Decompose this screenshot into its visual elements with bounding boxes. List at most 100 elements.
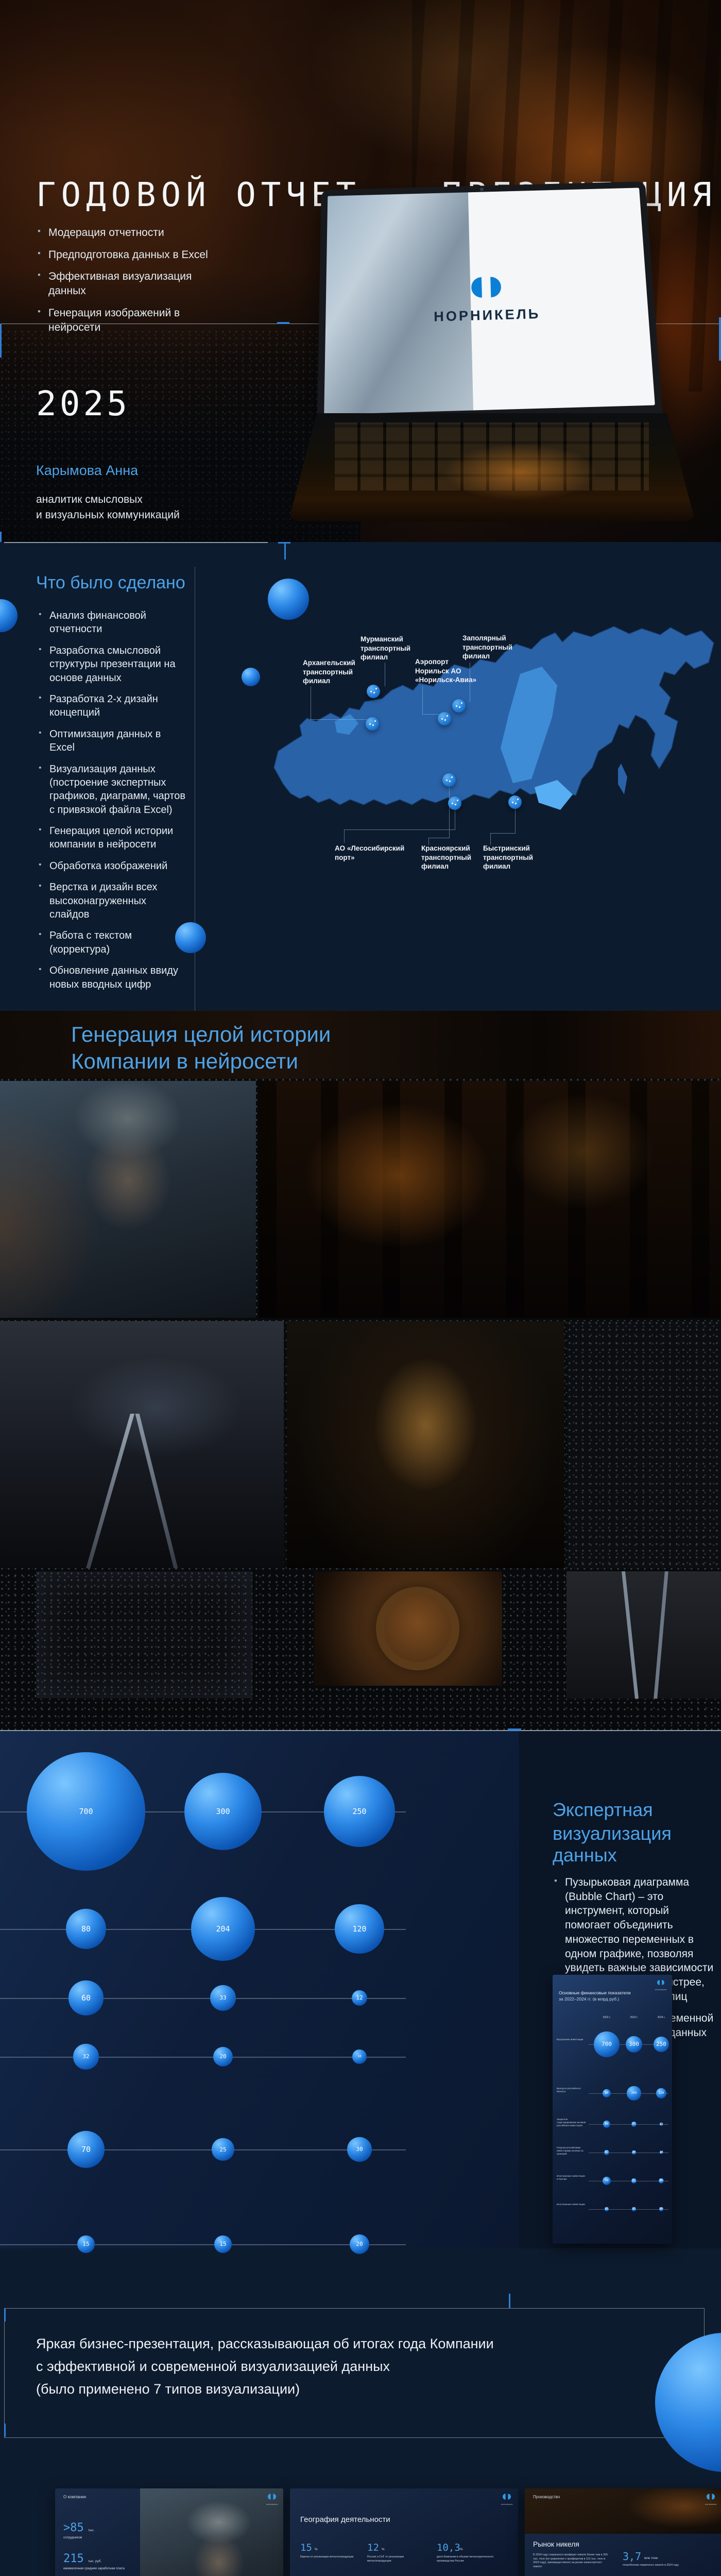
nornickel-logo-icon [471,276,502,298]
bubble: 60 [68,1980,104,2015]
pin-dots [452,803,453,804]
done-bullet: Визуализация данных (построение экспертн… [37,762,187,817]
slide-about-stat1-value: >85 [63,2521,84,2534]
mini-slide-mockup: НОРНИКЕЛЬ Основные финансовые показатели… [553,1975,672,2244]
nornickel-logo-icon [503,2494,511,2500]
slide-geo-stat3-value: 10,3 [437,2542,460,2553]
bubble-value: 700 [602,2041,612,2048]
mini-slide-title-2: за 2022–2024 гг. (в млрд руб.) [559,1996,620,2002]
quote-box-corner-tl-v [4,2308,6,2321]
quote-box-corner-bl-v [4,2424,6,2437]
bubble-value: 70 [81,2144,91,2154]
bubble-value: 120 [658,2091,664,2095]
bubble-value: 33 [219,1994,227,2002]
bubble: 20 [213,2046,233,2067]
rail-line-right [135,1414,178,1568]
quote-line-1: Яркая бизнес-презентация, рассказывающая… [36,2336,494,2351]
slide-geo-stat2-unit: % [382,2548,385,2551]
done-heading: Что было сделано [36,573,185,592]
valve-ring [376,1587,459,1670]
map-connector [422,686,423,714]
pin-dots [446,779,448,781]
bubble: 20 [349,2234,370,2255]
hero-bullet: Генерация изображений в нейросети [36,306,211,334]
bubble: 20 [659,2207,664,2212]
bubble: 25 [212,2138,234,2161]
bubble: 12 [351,1990,368,2006]
hero-bullet: Эффективная визуализация данных [36,269,211,298]
slide-about: О компании НОРНИКЕЛЬ >85 тыс. сотруднико… [55,2488,283,2576]
slide-geo-stat2-label: Россия и СНГ от реализации металлопродук… [367,2555,404,2563]
done-bullet: Анализ финансовой отчетности [37,609,187,636]
map-connector [422,714,442,715]
nornickel-logo-icon [707,2494,715,2500]
bubble: 32 [604,2149,610,2156]
bubble-value: 33 [632,2122,636,2126]
done-bullet: Работа с текстом (корректура) [37,929,187,956]
slide-geo-stat1-unit: % [315,2548,318,2551]
story-heading-2: Компании в нейросети [71,1049,298,1073]
slide-nickel-photo [525,2488,721,2534]
slide-nickel-market: Производство НОРНИКЕЛЬ Рынок никеля В 20… [525,2488,721,2576]
hero-author-name: Карымова Анна [36,463,139,478]
viz-heading-2: визуализация данных [553,1823,672,1866]
photo-rails-dusk [0,1321,284,1568]
laptop: НОРНИКЕЛЬ [288,170,695,531]
map-label: Красноярский транспортный филиал [421,844,472,871]
hero-tick-mid [277,322,289,324]
laptop-keys-texture [335,422,649,490]
bubble-value: 204 [216,1924,230,1934]
bubble-value: 15 [632,2207,636,2211]
map-connector [344,829,345,843]
slide-about-logo: НОРНИКЕЛЬ [266,2493,278,2505]
map-label: АО «Лесосибирский порт» [335,844,405,861]
slide-about-stat2-value: 215 [63,2552,84,2565]
slide-geography: НОРНИКЕЛЬ География деятельности 15 % Ев… [290,2488,518,2576]
map-pin-icon [442,773,456,787]
slide-nickel-title: Рынок никеля [533,2540,579,2548]
slide-about-stat2-label: ежемесячная средняя заработная плата [63,2567,125,2570]
bubble: 15 [77,2235,95,2253]
slide-geo-stat1-label: Европа от реализации металлопродукции [300,2555,354,2558]
hero-author-role-2: и визуальных коммуникаций [36,509,180,521]
quote-line-2: с эффективной и современной визуализацие… [36,2359,390,2374]
map-label: Заполярный транспортный филиал [462,634,513,660]
bubble: 80 [602,2089,611,2098]
bubble-row-label: Иностранные инвестиции [557,2203,585,2206]
done-bullet: Верстка и дизайн всех высоконагруженных … [37,880,187,921]
bubble: 204 [191,1896,255,1961]
photo-coal-closeup [36,1571,252,1698]
photo-mine-tunnel [287,1321,564,1568]
hero-bullet-list: Модерация отчетности Предподготовка данны… [36,226,211,342]
divider1-tick-v [284,542,286,560]
pin-dots [456,705,457,707]
hero-bullet: Модерация отчетности [36,226,211,240]
map-label: Быстринский транспортный филиал [483,844,534,871]
viz-top-line [0,1730,721,1731]
rail-line-left [85,1414,135,1568]
slide-about-photo [140,2488,283,2576]
section-divider-1 [4,542,268,543]
slide-geo-stat1-value: 15 [300,2542,312,2553]
bubble-row-label: Покупка российскими инвесторами активов … [557,2146,583,2155]
decor-ball-b [242,668,260,686]
map-connector [449,786,450,838]
bubble-value: 60 [605,2122,609,2126]
slide-about-stat1-label: сотрудников [63,2536,82,2539]
viz-top-tick [508,1728,521,1731]
map-pin-icon [508,795,522,809]
viz-heading-1: Экспертная [553,1799,653,1820]
bubble-row-line [0,2149,406,2150]
bubble: 10 [352,2049,367,2064]
bubble-value: 32 [605,2150,609,2155]
bubble: 10 [659,2150,663,2154]
bubble-value: 25 [219,2146,227,2153]
bubble-value: 15 [219,2241,227,2248]
done-bullet: Обновление данных ввиду новых вводных ци… [37,964,187,991]
slide-nickel-stat1-value: 3,7 [623,2550,642,2563]
hero-tick-left [0,324,2,358]
bubble-value: 20 [219,2053,227,2060]
bubble: 700 [26,1752,146,1871]
slide-nickel-stat1-label: потребление первичного никеля в 2024 год… [623,2564,679,2567]
map-pin-icon [438,712,451,725]
